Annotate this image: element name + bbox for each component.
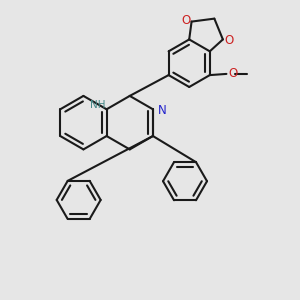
Text: O: O [181, 14, 190, 27]
Text: NH: NH [90, 100, 105, 110]
Text: O: O [224, 34, 233, 47]
Text: N: N [158, 104, 166, 117]
Text: O: O [228, 68, 238, 80]
